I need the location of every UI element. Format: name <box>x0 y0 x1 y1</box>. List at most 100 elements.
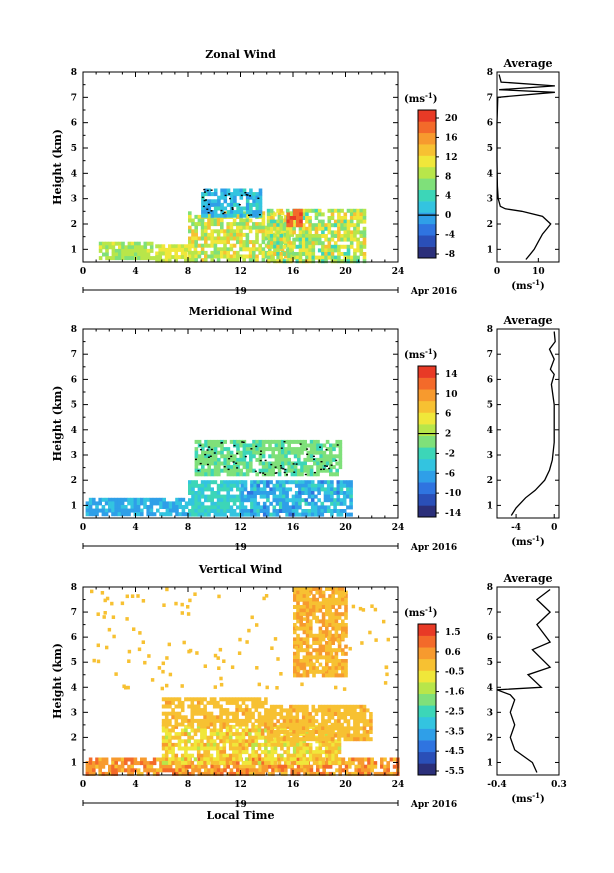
heatmap-cell <box>190 735 195 740</box>
colorbar-tick-label: -10 <box>445 489 461 499</box>
contour-mark <box>210 210 213 212</box>
heatmap-cell <box>252 254 256 259</box>
heatmap-cell <box>299 594 303 599</box>
heatmap-cell <box>168 697 172 702</box>
heatmap-cell <box>277 439 282 444</box>
heatmap-cell <box>207 439 211 444</box>
heatmap-cell <box>220 240 224 245</box>
heatmap-cell <box>153 256 157 261</box>
heatmap-cell <box>117 501 122 506</box>
heatmap-cell <box>250 480 254 485</box>
heatmap-cell <box>161 704 166 709</box>
heatmap-cell <box>305 712 309 716</box>
heatmap-cell <box>325 597 329 602</box>
heatmap-cell <box>180 757 185 762</box>
heatmap-cell <box>359 708 364 713</box>
heatmap-cell <box>238 739 243 744</box>
heatmap-cell <box>228 760 233 765</box>
heatmap-cell <box>293 590 297 595</box>
heatmap-cell <box>289 223 294 228</box>
heatmap-cell <box>216 247 221 252</box>
heatmap-cell <box>258 213 263 218</box>
heatmap-cell <box>130 241 135 246</box>
heatmap-cell <box>273 248 277 253</box>
avg-y-tick-label: 3 <box>487 195 493 205</box>
heatmap-cell <box>200 697 204 702</box>
heatmap-cell <box>210 258 214 263</box>
heatmap-cell <box>262 491 267 495</box>
heatmap-cell <box>127 757 131 762</box>
heatmap-cell <box>337 615 342 620</box>
heatmap-cell <box>383 768 387 773</box>
heatmap-cell <box>204 768 208 773</box>
heatmap-cell <box>349 255 354 260</box>
heatmap-cell <box>386 768 390 773</box>
heatmap-cell <box>299 739 303 744</box>
heatmap-cell <box>346 226 351 231</box>
heatmap-cell <box>213 512 218 517</box>
heatmap-cell <box>306 450 311 455</box>
heatmap-cell <box>295 722 300 727</box>
heatmap-cell <box>314 234 319 238</box>
heatmap-cell <box>216 656 220 660</box>
heatmap-cell <box>274 461 279 466</box>
heatmap-cell <box>255 232 259 237</box>
heatmap-cell <box>343 719 348 724</box>
heatmap-cell <box>203 735 207 740</box>
heatmap-cell <box>236 768 240 773</box>
colorbar-segment <box>418 728 436 741</box>
heatmap-cell <box>315 666 319 671</box>
heatmap-cell <box>248 739 252 744</box>
heatmap-cell <box>275 480 280 485</box>
heatmap-cell <box>278 509 283 513</box>
heatmap-cell <box>252 439 256 444</box>
heatmap-cell <box>343 733 348 738</box>
contour-mark <box>207 212 210 214</box>
heatmap-cell <box>155 255 159 260</box>
heatmap-cell <box>308 252 312 256</box>
heatmap-cell <box>261 258 266 263</box>
heatmap-cell <box>300 768 304 773</box>
heatmap-cell <box>299 757 303 762</box>
heatmap-cell <box>232 760 236 765</box>
date-label: 19 <box>234 287 247 297</box>
heatmap-cell <box>232 258 237 263</box>
heatmap-cell <box>220 771 224 776</box>
heatmap-cell <box>323 667 328 672</box>
heatmap-cell <box>111 501 115 506</box>
heatmap-cell <box>245 247 250 252</box>
heatmap-cell <box>137 647 142 652</box>
heatmap-cell <box>278 487 283 492</box>
heatmap-cell <box>344 768 349 773</box>
heatmap-cell <box>296 771 301 776</box>
heatmap-cell <box>309 623 313 627</box>
contour-mark <box>223 466 226 468</box>
heatmap-cell <box>120 764 125 769</box>
heatmap-cell <box>310 483 315 488</box>
heatmap-cell <box>174 718 179 723</box>
heatmap-cell <box>222 757 227 762</box>
heatmap-cell <box>334 666 339 671</box>
heatmap-cell <box>245 202 250 207</box>
heatmap-cell <box>308 237 312 242</box>
heatmap-cell <box>349 223 354 228</box>
heatmap-cell <box>162 505 166 509</box>
heatmap-cell <box>258 192 263 197</box>
heatmap-cell <box>243 494 248 499</box>
heatmap-cell <box>207 206 212 211</box>
heatmap-cell <box>386 771 390 776</box>
heatmap-cell <box>320 501 325 506</box>
heatmap-cell <box>298 234 303 238</box>
heatmap-cell <box>197 472 202 477</box>
heatmap-cell <box>309 768 314 773</box>
heatmap-cell <box>322 468 327 473</box>
heatmap-cell <box>236 771 240 776</box>
heatmap-cell <box>315 746 319 751</box>
contour-mark <box>210 448 213 451</box>
heatmap-cell <box>228 711 233 716</box>
heatmap-cell <box>212 715 217 720</box>
heatmap-cell <box>216 750 220 755</box>
heatmap-cell <box>320 487 325 492</box>
heatmap-cell <box>315 601 319 606</box>
heatmap-cell <box>279 259 284 264</box>
